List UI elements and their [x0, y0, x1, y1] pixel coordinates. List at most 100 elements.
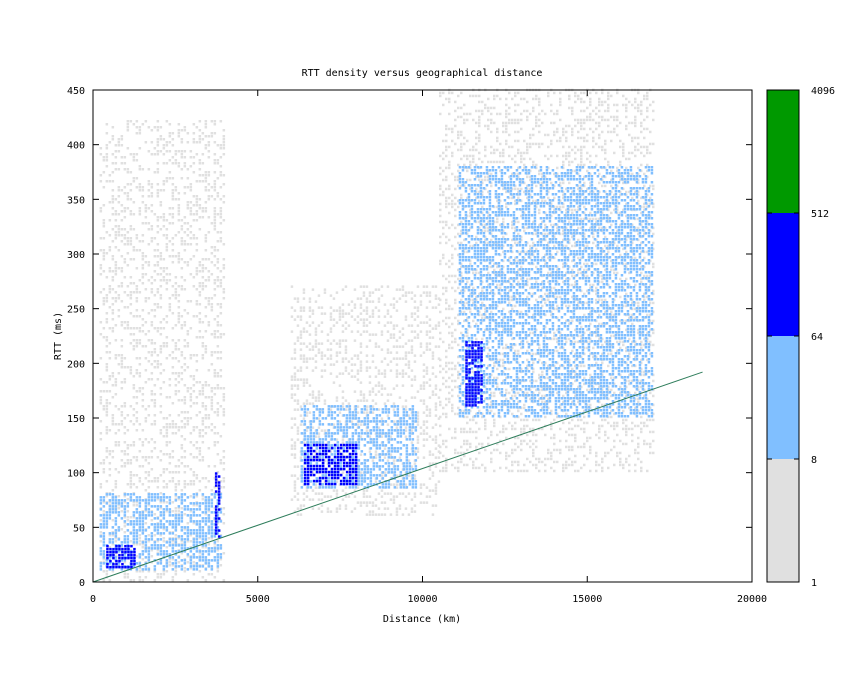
density-cell	[144, 288, 148, 291]
density-cell	[153, 366, 157, 369]
density-cell	[189, 405, 193, 408]
density-cell	[592, 331, 595, 335]
density-cell	[562, 265, 565, 269]
density-cell	[362, 399, 366, 402]
density-cell	[481, 211, 484, 215]
density-cell	[550, 154, 553, 158]
density-cell	[598, 367, 601, 371]
density-cell	[508, 469, 511, 473]
density-cell	[577, 418, 580, 422]
density-cell	[171, 198, 175, 201]
density-cell	[150, 450, 154, 453]
density-cell	[553, 196, 556, 200]
density-cell	[165, 429, 169, 432]
density-cell	[213, 180, 217, 183]
density-cell	[213, 333, 217, 336]
density-cell	[532, 385, 535, 389]
density-cell	[547, 385, 550, 389]
density-cell	[117, 315, 121, 318]
density-cell	[204, 240, 208, 243]
density-cell	[571, 244, 574, 248]
density-cell	[523, 163, 526, 167]
density-cell	[410, 369, 414, 372]
density-cell	[219, 282, 223, 285]
density-cell	[392, 402, 396, 405]
density-cell	[565, 226, 568, 230]
density-cell	[126, 240, 130, 243]
density-cell	[99, 438, 103, 441]
density-cell	[478, 238, 481, 242]
density-cell	[144, 300, 148, 303]
density-cell	[529, 286, 532, 290]
density-cell	[460, 280, 463, 284]
density-cell	[460, 430, 463, 434]
density-cell	[487, 436, 490, 440]
density-cell	[159, 228, 163, 231]
density-cell	[329, 306, 333, 309]
density-cell	[371, 405, 375, 408]
density-cell	[120, 354, 124, 357]
density-cell	[553, 349, 556, 353]
density-cell	[457, 361, 460, 365]
density-cell	[153, 153, 157, 156]
density-cell	[601, 418, 604, 422]
density-cell	[105, 144, 109, 147]
density-cell	[439, 184, 442, 188]
density-cell	[496, 358, 499, 362]
density-cell	[204, 186, 208, 189]
density-cell	[177, 315, 181, 318]
density-cell	[484, 124, 487, 128]
density-cell	[111, 180, 115, 183]
density-cell	[442, 139, 445, 143]
density-cell	[550, 121, 553, 125]
density-cell	[526, 367, 529, 371]
density-cell	[505, 436, 508, 440]
density-cell	[505, 121, 508, 125]
density-cell	[314, 435, 318, 438]
density-cell	[204, 207, 208, 210]
density-cell	[466, 154, 469, 158]
density-cell	[448, 265, 451, 269]
density-cell	[583, 247, 586, 251]
density-cell	[162, 480, 166, 483]
density-cell	[422, 429, 426, 432]
density-cell	[368, 333, 372, 336]
density-cell	[580, 289, 583, 293]
density-cell	[150, 519, 154, 522]
density-cell	[290, 378, 294, 381]
density-cell	[362, 324, 366, 327]
density-cell	[550, 289, 553, 293]
density-cell	[153, 147, 157, 150]
density-cell	[595, 91, 598, 95]
density-cell	[138, 213, 142, 216]
density-cell	[598, 223, 601, 227]
density-cell	[123, 573, 127, 576]
density-cell	[153, 480, 157, 483]
density-cell	[222, 579, 226, 582]
density-cell	[586, 316, 589, 320]
density-cell	[565, 214, 568, 218]
density-cell	[413, 330, 417, 333]
density-cell	[562, 280, 565, 284]
density-cell	[383, 492, 387, 495]
density-cell	[571, 427, 574, 431]
density-cell	[401, 492, 405, 495]
density-cell	[541, 238, 544, 242]
density-cell	[598, 274, 601, 278]
density-cell	[102, 297, 106, 300]
density-cell	[508, 118, 511, 122]
density-cell	[162, 570, 166, 573]
density-cell	[213, 387, 217, 390]
density-cell	[544, 463, 547, 467]
density-cell	[156, 303, 160, 306]
density-cell	[475, 436, 478, 440]
density-cell	[147, 360, 151, 363]
density-cell	[198, 204, 202, 207]
density-cell	[422, 375, 426, 378]
density-cell	[156, 192, 160, 195]
density-cell	[162, 501, 166, 504]
density-cell	[499, 286, 502, 290]
density-cell	[216, 480, 220, 483]
density-cell	[204, 249, 208, 252]
density-cell	[517, 193, 520, 197]
